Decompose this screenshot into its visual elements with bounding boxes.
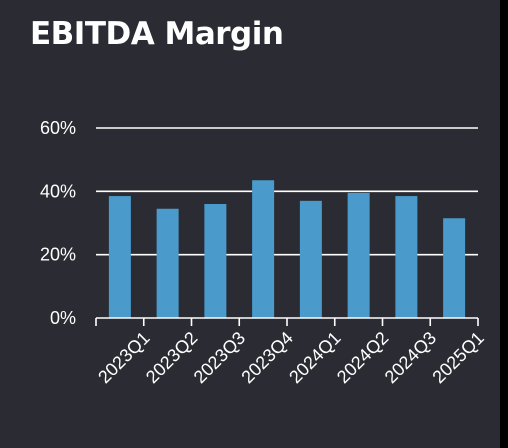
window-edge bbox=[500, 0, 508, 448]
bar bbox=[299, 200, 322, 318]
chart-title: EBITDA Margin bbox=[30, 16, 284, 52]
y-tick-label: 20% bbox=[40, 245, 76, 265]
x-tick-label: 2025Q1 bbox=[428, 328, 487, 387]
bar bbox=[347, 192, 370, 318]
y-tick-label: 40% bbox=[40, 181, 76, 201]
bar bbox=[108, 196, 131, 318]
y-tick-labels: 0% 20% 40% 60% bbox=[40, 118, 76, 328]
x-tick-label: 2023Q3 bbox=[190, 328, 249, 387]
x-tick-label: 2024Q2 bbox=[333, 328, 392, 387]
x-tick-label: 2023Q2 bbox=[142, 328, 201, 387]
x-tick-label: 2024Q3 bbox=[381, 328, 440, 387]
bar bbox=[156, 208, 179, 318]
grid-lines bbox=[96, 127, 478, 256]
x-tick-label: 2023Q1 bbox=[94, 328, 153, 387]
bar bbox=[204, 204, 227, 318]
bar bbox=[395, 196, 418, 318]
bar bbox=[252, 180, 275, 318]
x-tick-label: 2023Q4 bbox=[237, 328, 296, 387]
x-tick-labels: 2023Q12023Q22023Q32023Q42024Q12024Q22024… bbox=[94, 328, 488, 387]
x-tick-label: 2024Q1 bbox=[285, 328, 344, 387]
y-tick-label: 60% bbox=[40, 118, 76, 138]
bars bbox=[108, 180, 466, 318]
bar bbox=[443, 218, 466, 318]
y-tick-label: 0% bbox=[50, 308, 76, 328]
x-axis bbox=[95, 317, 479, 326]
